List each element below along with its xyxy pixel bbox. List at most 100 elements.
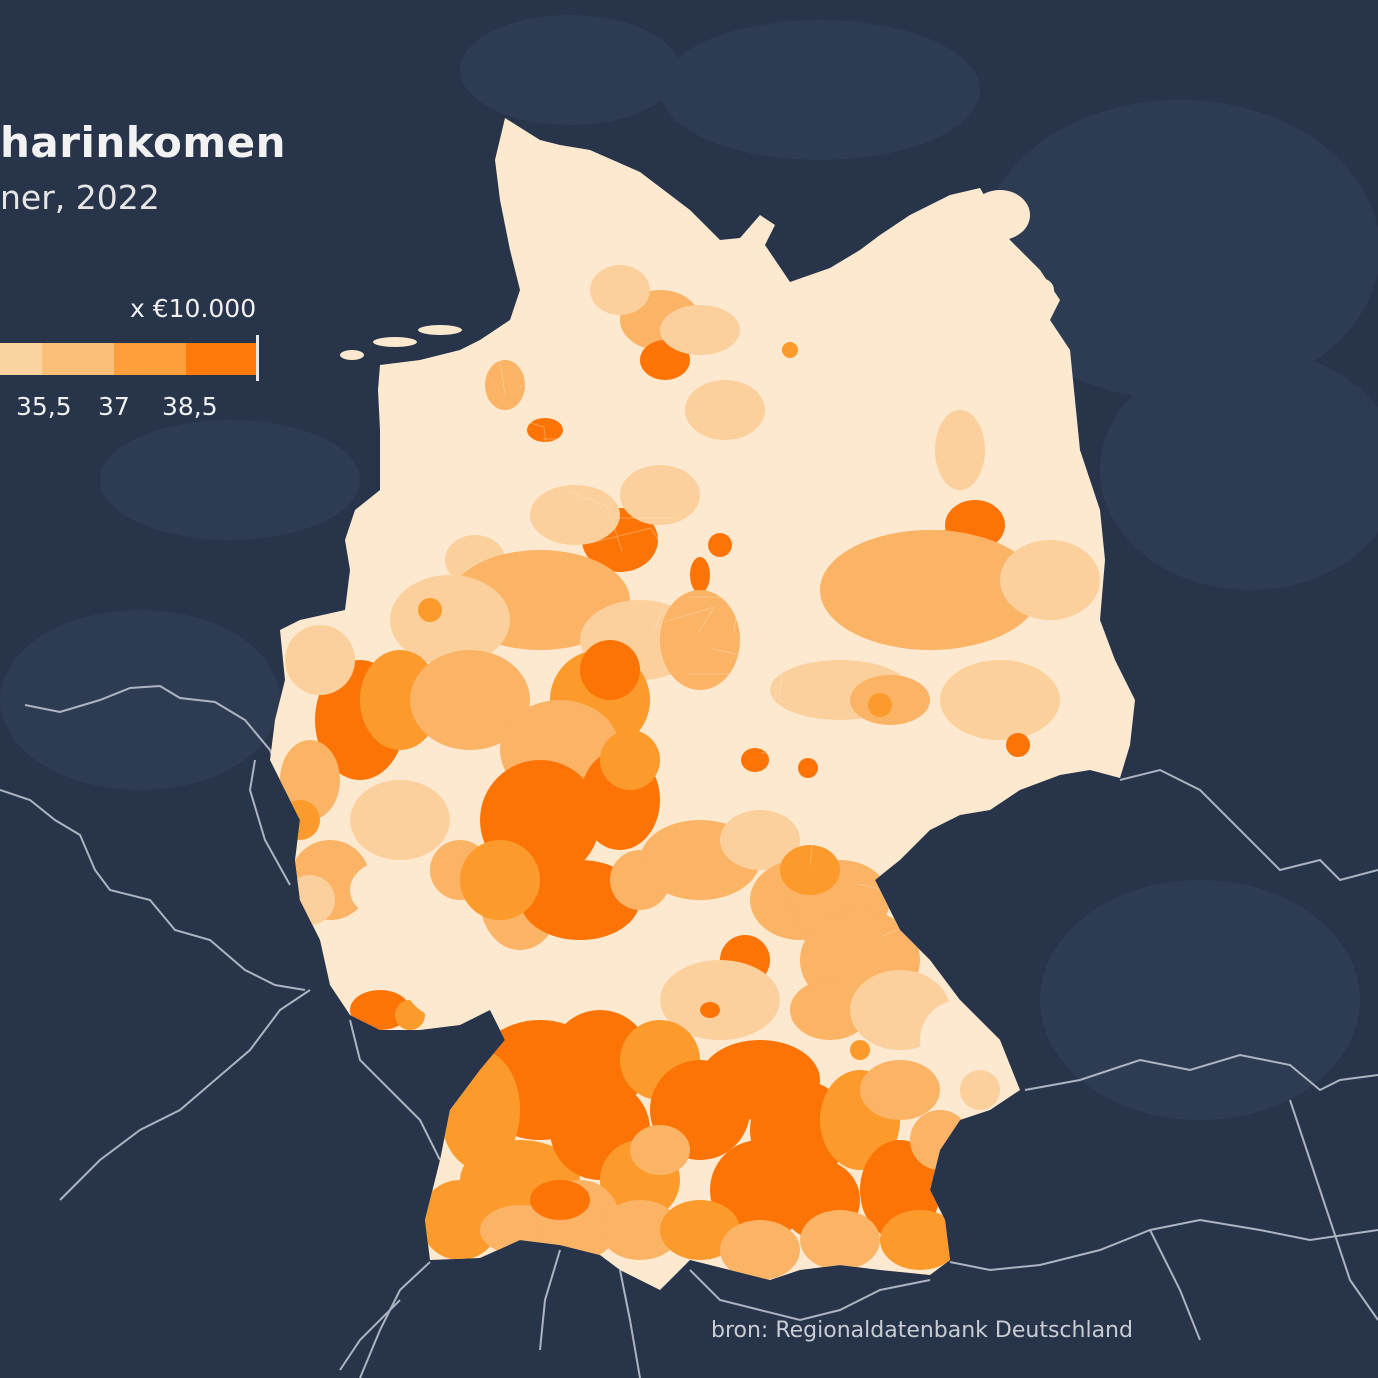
region-low: [720, 810, 800, 870]
region-border-line: [1075, 1197, 1135, 1259]
region-low: [940, 660, 1060, 740]
region-border-line: [543, 438, 629, 475]
region-low: [350, 780, 450, 860]
coastal-islands: [340, 165, 1054, 360]
region-high: [460, 840, 540, 920]
region-high: [280, 800, 320, 840]
region-border-line: [785, 727, 852, 789]
region-border-line: [907, 910, 963, 947]
region-low: [285, 625, 355, 695]
map-subtitle: ner, 2022: [0, 178, 160, 217]
region-low: [685, 380, 765, 440]
region-border-line: [372, 213, 444, 240]
region-high: [868, 693, 892, 717]
region-low: [935, 410, 985, 490]
sea-texture: [0, 15, 1378, 1120]
region-border-line: [689, 596, 740, 633]
region-border-line: [1052, 1145, 1093, 1182]
region-border-line: [784, 804, 816, 866]
legend-tick: 35,5: [16, 392, 72, 421]
region-border-line: [470, 359, 506, 396]
region-high: [600, 730, 660, 790]
region-highest: [690, 557, 710, 593]
region-border-line: [494, 334, 541, 396]
region-lowest: [920, 1000, 1000, 1080]
region-mid: [800, 1210, 880, 1270]
region-highest: [700, 1002, 720, 1018]
region-border-line: [616, 517, 677, 554]
legend-unit-label: x €10.000: [130, 294, 257, 323]
region-high: [782, 342, 798, 358]
region-high: [418, 598, 442, 622]
region-mid: [630, 1125, 690, 1175]
region-border-line: [663, 606, 716, 633]
region-border-line: [300, 1157, 362, 1184]
source-credit: bron: Regionaldatenbank Deutschland: [711, 1318, 1133, 1343]
region-low: [960, 1070, 1000, 1110]
region-highest: [1006, 733, 1030, 757]
legend-segment: [42, 343, 114, 375]
region-high: [850, 1040, 870, 1060]
region-low: [1000, 540, 1100, 620]
region-highest: [798, 758, 818, 778]
region-mid: [600, 1200, 680, 1260]
region-mid: [280, 740, 340, 820]
region-lowest: [350, 860, 430, 920]
region-low: [590, 265, 650, 315]
region-border-line: [299, 133, 332, 161]
region-highest: [550, 1010, 650, 1110]
region-low: [530, 485, 620, 545]
region-high: [880, 1210, 960, 1270]
region-highest: [350, 990, 410, 1030]
region-lowest: [400, 920, 500, 1020]
region-border-line: [591, 450, 634, 477]
region-border-line: [325, 1224, 356, 1261]
legend-segment: [186, 343, 258, 375]
region-low: [660, 305, 740, 355]
region-mid: [820, 530, 1040, 650]
legend-tick: 37: [98, 392, 130, 421]
region-border-line: [421, 255, 468, 317]
region-low: [660, 960, 780, 1040]
region-border-line: [761, 752, 822, 789]
legend-segment: [114, 343, 186, 375]
region-highest: [530, 1180, 590, 1220]
region-mid: [410, 650, 530, 750]
region-border-line: [590, 527, 667, 554]
region-mid: [480, 1205, 560, 1255]
germany-regions: [270, 118, 1135, 1290]
legend-tick: 38,5: [162, 392, 218, 421]
region-border-line: [397, 280, 438, 317]
region-border-line: [348, 176, 400, 238]
region-mid: [720, 1220, 800, 1280]
region-border-line: [809, 764, 846, 791]
region-mid: [660, 590, 740, 690]
country-borders: [0, 684, 1378, 1378]
region-border-line: [639, 569, 671, 631]
legend-end-marker: [256, 335, 259, 381]
region-high: [780, 845, 840, 895]
region-blobs: [280, 265, 1100, 1280]
region-low: [390, 575, 510, 665]
region-highest: [527, 418, 563, 442]
region-low: [285, 875, 335, 925]
region-high: [420, 1180, 500, 1260]
region-highest: [580, 640, 640, 700]
region-highest: [741, 748, 769, 772]
region-high: [660, 1200, 740, 1260]
region-border-line: [834, 831, 890, 868]
legend-color-bar: [0, 343, 258, 375]
region-mid: [790, 980, 870, 1040]
legend-segment: [0, 343, 42, 375]
region-mid: [485, 360, 525, 410]
region-mid: [910, 1110, 970, 1170]
region-border-line: [566, 490, 623, 552]
region-low: [620, 465, 700, 525]
region-border-line: [493, 411, 550, 473]
region-highest: [708, 533, 732, 557]
region-border-line: [518, 371, 585, 398]
region-border-line: [688, 673, 759, 710]
map-title: harinkomen: [0, 118, 287, 167]
region-border-line: [398, 203, 474, 240]
